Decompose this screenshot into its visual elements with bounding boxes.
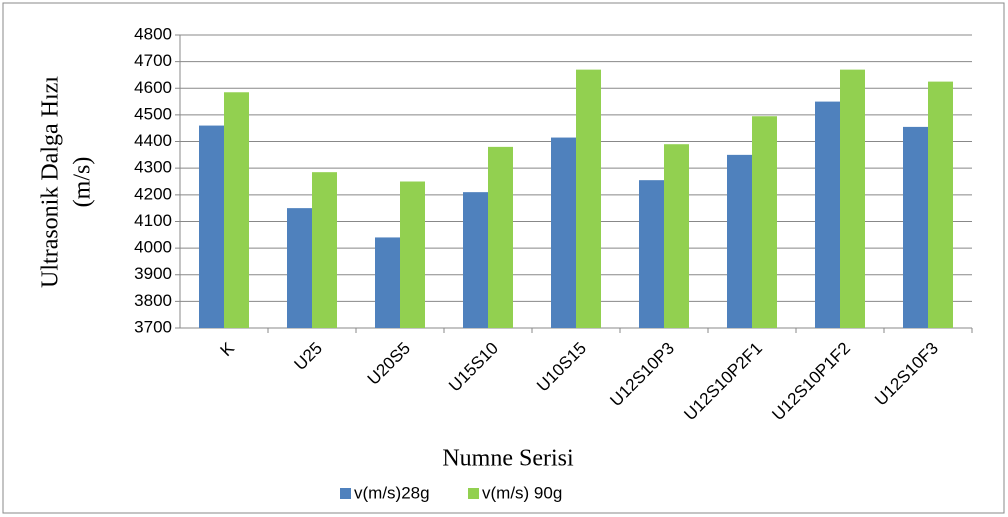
y-tick-label: 3900 (134, 264, 172, 283)
y-tick-label: 4300 (134, 158, 172, 177)
legend-label: v(m/s) 90g (482, 483, 562, 502)
bar (551, 137, 576, 328)
bar (664, 144, 689, 328)
bar (312, 172, 337, 328)
y-axis-title: Ultrasonik Dalga Hızı (38, 76, 64, 288)
bar (840, 69, 865, 329)
bar (375, 237, 400, 328)
legend-swatch (468, 488, 479, 499)
y-tick-label: 4200 (134, 184, 172, 203)
y-tick-label: 4500 (134, 104, 172, 123)
legend-swatch (340, 488, 351, 499)
bar (903, 126, 928, 329)
legend-label: v(m/s)28g (354, 483, 430, 502)
bar (463, 192, 488, 328)
x-axis-title: Numne Serisi (442, 446, 574, 472)
bar (488, 146, 513, 328)
y-tick-label: 4600 (134, 78, 172, 97)
bar (639, 180, 664, 328)
bar (287, 208, 312, 328)
bar (727, 154, 752, 328)
bar (815, 101, 840, 328)
bar (199, 125, 224, 329)
y-tick-label: 3700 (134, 317, 172, 336)
y-axis-title: (m/s) (70, 157, 96, 208)
bar (752, 116, 777, 328)
bar (400, 181, 425, 328)
y-tick-label: 4800 (134, 24, 172, 43)
bar (224, 92, 249, 328)
y-tick-label: 4700 (134, 51, 172, 70)
y-tick-label: 4400 (134, 131, 172, 150)
bar (576, 69, 601, 329)
y-tick-label: 4100 (134, 211, 172, 230)
y-tick-label: 4000 (134, 238, 172, 257)
bar (928, 81, 953, 328)
y-tick-label: 3800 (134, 291, 172, 310)
